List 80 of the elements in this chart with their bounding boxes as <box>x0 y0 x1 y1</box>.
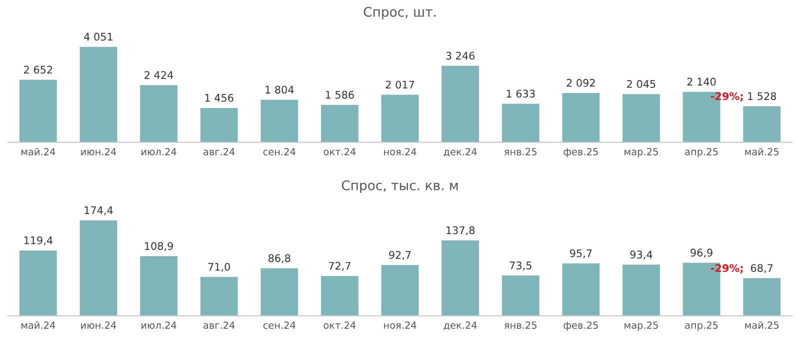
x-tick-label: май.25 <box>745 148 779 156</box>
x-tick-label: июн.24 <box>81 321 116 329</box>
data-label: 2 017 <box>386 80 414 89</box>
x-tick-label: мар.25 <box>624 148 658 158</box>
bar <box>502 104 540 142</box>
data-label: 1 586 <box>326 90 354 99</box>
data-label: 1 528 <box>748 92 776 100</box>
data-label: 95,7 <box>570 249 592 258</box>
bar <box>140 256 178 316</box>
bar <box>19 250 57 316</box>
bar <box>140 85 178 142</box>
bar <box>442 66 480 142</box>
bar <box>80 220 118 316</box>
data-label: 68,7 <box>750 264 773 274</box>
annotation: -29%; <box>710 264 743 274</box>
bar <box>200 276 238 316</box>
data-label: 2 652 <box>24 66 52 74</box>
data-label: 2 424 <box>144 71 174 79</box>
data-label: 174,4 <box>84 206 113 216</box>
x-tick-label: авг.24 <box>204 321 235 329</box>
bar <box>320 104 358 142</box>
data-label: 137,8 <box>446 226 475 236</box>
x-tick-label: дек.24 <box>444 321 477 330</box>
bar <box>562 263 600 316</box>
x-tick-label: май.24 <box>22 148 56 156</box>
x-tick-label: авг.24 <box>204 148 235 156</box>
x-tick-label: дек.24 <box>444 148 477 157</box>
x-tick-label: ноя.24 <box>384 148 416 156</box>
data-label: 92,7 <box>389 250 411 260</box>
x-tick-label: июл.24 <box>142 321 176 329</box>
x-tick-label: окт.24 <box>324 148 356 156</box>
x-tick-label: мар.25 <box>624 321 658 331</box>
data-label: 4 051 <box>84 32 112 41</box>
data-label: 1 633 <box>506 90 535 98</box>
chart-title: Спрос, шт. <box>364 6 436 20</box>
data-label: 96,9 <box>690 248 712 258</box>
data-label: 86,8 <box>268 254 290 264</box>
x-tick-label: сен.24 <box>263 148 296 156</box>
x-tick-label: май.24 <box>22 321 56 329</box>
data-label: 2 092 <box>566 78 595 87</box>
bar <box>200 108 238 142</box>
bar <box>320 276 358 316</box>
x-tick-label: июн.24 <box>81 148 116 156</box>
x-tick-label: сен.24 <box>263 321 296 329</box>
bar <box>562 92 600 142</box>
annotation: -29%; <box>710 92 743 102</box>
bar <box>622 94 660 142</box>
bar <box>622 264 660 316</box>
chart-title: Спрос, тыс. кв. м <box>342 180 458 193</box>
x-tick-label: июл.24 <box>142 148 176 156</box>
data-label: 72,7 <box>328 262 350 271</box>
bar <box>743 106 781 142</box>
x-tick-label: фев.25 <box>564 321 598 331</box>
data-label: 3 246 <box>446 52 475 60</box>
data-label: 73,5 <box>510 261 532 270</box>
bar <box>502 276 540 316</box>
x-tick-label: фев.25 <box>564 148 598 158</box>
data-label: 119,4 <box>24 236 52 246</box>
bar <box>260 268 298 316</box>
x-tick-label: апр.25 <box>685 321 718 331</box>
bar <box>743 278 781 316</box>
x-tick-label: май.25 <box>745 321 779 329</box>
x-tick-label: янв.25 <box>504 148 536 156</box>
data-label: 2 140 <box>687 78 716 86</box>
x-tick-label: ноя.24 <box>384 321 416 329</box>
data-label: 2 045 <box>627 80 656 88</box>
data-label: 108,9 <box>145 242 173 252</box>
data-label: 1 456 <box>205 94 234 102</box>
x-tick-label: янв.25 <box>504 321 536 329</box>
bar <box>442 240 480 316</box>
data-label: 93,4 <box>630 250 652 260</box>
data-label: 1 804 <box>266 86 294 94</box>
data-label: 71,0 <box>208 262 230 272</box>
bar <box>260 100 298 142</box>
x-tick-label: окт.24 <box>324 321 356 329</box>
x-tick-label: апр.25 <box>685 148 718 158</box>
bar <box>381 265 419 316</box>
bar <box>80 46 118 142</box>
bar <box>19 80 57 142</box>
bar <box>381 94 419 142</box>
